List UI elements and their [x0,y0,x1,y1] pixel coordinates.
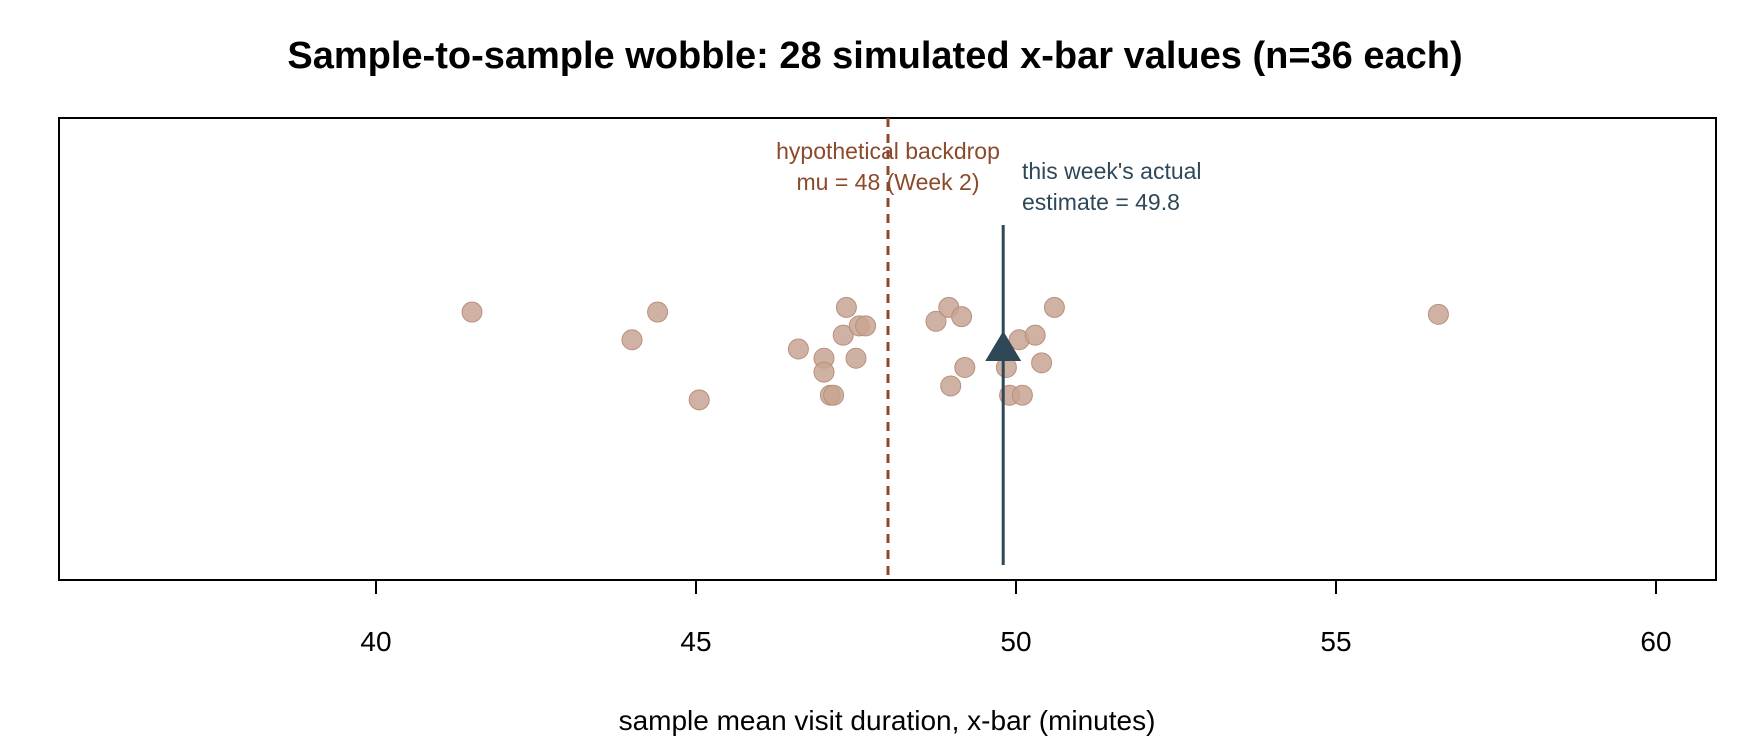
data-point [835,296,857,318]
estimate-triangle-marker [985,331,1022,361]
reference-lines [886,118,1022,580]
data-point [1031,352,1053,374]
hypothesis-label-line1: hypothetical backdrop [776,138,1000,164]
data-point [1427,303,1449,325]
data-point [1043,296,1065,318]
hypothesis-label-line2: mu = 48 (Week 2) [796,169,979,195]
x-tick-label: 45 [680,626,711,657]
data-point [1024,324,1046,346]
data-point [925,310,947,332]
data-point [621,329,643,351]
x-tick-label: 60 [1640,626,1671,657]
data-points [461,296,1449,411]
data-point [461,301,483,323]
x-tick-label: 40 [360,626,391,657]
data-point [954,356,976,378]
x-tick-label: 55 [1320,626,1351,657]
data-point [787,338,809,360]
estimate-label-line2: estimate = 49.8 [1022,189,1180,215]
data-point [647,301,669,323]
annotations: hypothetical backdrop mu = 48 (Week 2) thi… [776,138,1201,215]
data-point [855,315,877,337]
data-point [940,375,962,397]
data-point [813,361,835,383]
data-point [845,347,867,369]
chart-title: Sample-to-sample wobble: 28 simulated x-… [287,35,1462,77]
data-point [1011,384,1033,406]
x-tick-label: 50 [1000,626,1031,657]
data-point [951,306,973,328]
estimate-label-line1: this week's actual [1022,158,1202,184]
data-point [823,384,845,406]
data-point [832,324,854,346]
x-axis-label: sample mean visit duration, x-bar (minut… [619,705,1156,736]
data-point [688,389,710,411]
x-axis: 40 45 50 55 60 [360,580,1672,657]
